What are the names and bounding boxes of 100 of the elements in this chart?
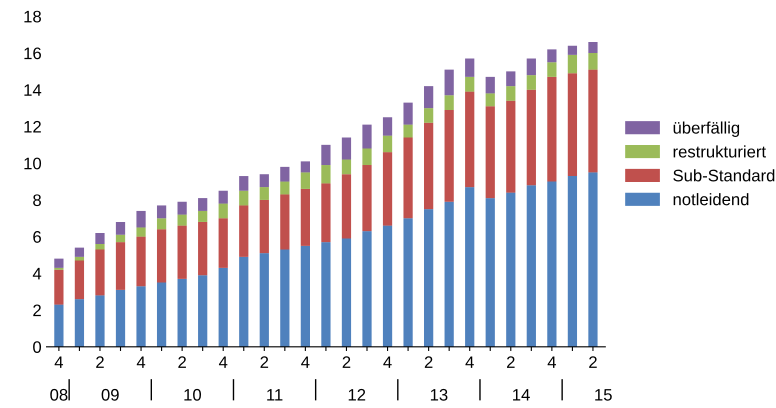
bar bbox=[342, 174, 352, 238]
bar bbox=[568, 73, 578, 176]
x-tick-label: 4 bbox=[301, 356, 310, 368]
x-tick-label: 4 bbox=[465, 356, 474, 368]
bar bbox=[362, 124, 372, 149]
bar bbox=[321, 165, 331, 184]
bar bbox=[382, 152, 392, 226]
bar bbox=[424, 122, 434, 210]
y-tick-label: 16 bbox=[24, 47, 41, 60]
x-tick-label: 2 bbox=[506, 356, 515, 368]
text: 14 bbox=[513, 389, 530, 401]
bar bbox=[300, 188, 310, 246]
bar bbox=[239, 190, 248, 206]
bar bbox=[178, 202, 187, 215]
bar bbox=[424, 108, 434, 123]
bar bbox=[486, 106, 495, 198]
bar bbox=[74, 256, 84, 261]
bar bbox=[382, 117, 392, 136]
bar bbox=[156, 282, 166, 347]
bar bbox=[178, 214, 187, 226]
bar bbox=[95, 249, 105, 296]
x-tick-label: 2 bbox=[178, 356, 186, 368]
bar bbox=[300, 172, 310, 189]
bar bbox=[136, 286, 146, 347]
legend-label: restrukturiert bbox=[674, 145, 766, 158]
bar bbox=[198, 198, 208, 211]
bar bbox=[382, 136, 392, 152]
legend-label: notleidend bbox=[674, 193, 748, 206]
bar bbox=[321, 144, 331, 166]
text: 08 bbox=[50, 388, 68, 401]
bar bbox=[198, 275, 208, 347]
bar bbox=[218, 204, 228, 218]
x-tick-label: 4 bbox=[383, 356, 392, 368]
x-tick-label: 2 bbox=[96, 356, 104, 368]
bar bbox=[95, 295, 105, 347]
bar bbox=[74, 248, 84, 257]
bar bbox=[547, 76, 556, 182]
x-tick-label: 2 bbox=[424, 356, 432, 368]
text: 12 bbox=[348, 388, 366, 401]
bar bbox=[486, 76, 495, 94]
bar bbox=[136, 210, 146, 228]
bar bbox=[486, 198, 495, 347]
bar bbox=[403, 218, 413, 347]
bar bbox=[547, 49, 556, 62]
bar bbox=[280, 249, 290, 347]
bar bbox=[424, 86, 434, 108]
bar bbox=[588, 70, 598, 172]
bar bbox=[116, 222, 126, 235]
bar bbox=[300, 161, 310, 172]
bar bbox=[588, 172, 598, 347]
bar bbox=[568, 54, 578, 74]
bar bbox=[444, 95, 454, 110]
bar bbox=[239, 256, 248, 347]
bar bbox=[321, 183, 331, 242]
y-tick-label: 4 bbox=[32, 268, 42, 280]
bar bbox=[239, 176, 248, 191]
y-tick-label: 18 bbox=[24, 10, 41, 23]
text: 13 bbox=[430, 388, 448, 401]
bar bbox=[198, 222, 208, 276]
x-tick-label: 2 bbox=[342, 356, 350, 368]
bar bbox=[526, 58, 536, 76]
y-tick-label: 8 bbox=[33, 194, 41, 206]
bar bbox=[156, 205, 166, 218]
bar bbox=[95, 232, 105, 244]
bar bbox=[342, 137, 352, 160]
bar bbox=[54, 304, 64, 347]
legend-label: Sub-Standard bbox=[673, 169, 774, 182]
x-tick-label: 4 bbox=[54, 356, 64, 368]
bar bbox=[526, 75, 536, 90]
bar bbox=[588, 53, 598, 70]
bar bbox=[465, 92, 474, 188]
bar bbox=[300, 246, 310, 347]
y-tick-label: 6 bbox=[33, 231, 41, 243]
x-tick-label: 4 bbox=[218, 356, 228, 368]
bar bbox=[403, 137, 413, 218]
text: 09 bbox=[102, 388, 119, 401]
bar bbox=[342, 160, 352, 174]
x-tick-label: 4 bbox=[136, 356, 146, 368]
bar bbox=[547, 182, 556, 347]
bar bbox=[260, 253, 269, 347]
bar bbox=[465, 58, 474, 77]
text: 11 bbox=[267, 389, 282, 401]
x-tick-label: 2 bbox=[589, 356, 597, 368]
bar bbox=[116, 290, 126, 347]
bar bbox=[198, 210, 208, 222]
bar bbox=[321, 242, 331, 347]
bar bbox=[403, 102, 413, 125]
y-tick-label: 10 bbox=[24, 158, 42, 170]
x-tick-label: 2 bbox=[260, 356, 268, 368]
y-tick-label: 0 bbox=[33, 341, 42, 354]
bar bbox=[568, 176, 578, 347]
text: 15 bbox=[595, 389, 612, 401]
bar bbox=[547, 62, 556, 77]
bar bbox=[568, 46, 578, 55]
bar bbox=[506, 192, 516, 347]
bar bbox=[178, 226, 187, 279]
bar bbox=[444, 202, 454, 347]
bar bbox=[465, 76, 474, 92]
bar bbox=[136, 236, 146, 286]
bar bbox=[178, 278, 187, 347]
